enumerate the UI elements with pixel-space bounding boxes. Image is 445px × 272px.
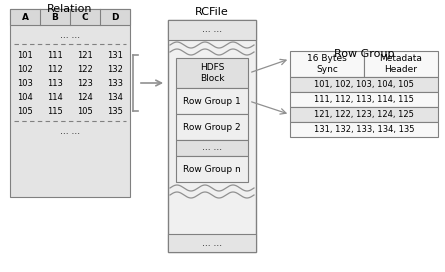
Text: 111, 112, 113, 114, 115: 111, 112, 113, 114, 115 xyxy=(314,95,414,104)
Text: ... ...: ... ... xyxy=(202,144,222,153)
Text: D: D xyxy=(111,13,119,21)
FancyBboxPatch shape xyxy=(290,77,438,92)
FancyBboxPatch shape xyxy=(176,58,248,88)
FancyBboxPatch shape xyxy=(168,20,256,252)
Text: Row Group n: Row Group n xyxy=(183,165,241,174)
FancyBboxPatch shape xyxy=(290,51,364,77)
Text: 104: 104 xyxy=(17,92,33,101)
Text: 133: 133 xyxy=(107,79,123,88)
Text: 105: 105 xyxy=(77,107,93,116)
Text: B: B xyxy=(52,13,58,21)
Text: ... ...: ... ... xyxy=(60,126,80,135)
Text: 103: 103 xyxy=(17,79,33,88)
FancyBboxPatch shape xyxy=(176,88,248,114)
Text: HDFS
Block: HDFS Block xyxy=(200,63,224,83)
Text: RCFile: RCFile xyxy=(195,7,229,17)
Text: 135: 135 xyxy=(107,107,123,116)
Text: 131: 131 xyxy=(107,51,123,60)
Text: 122: 122 xyxy=(77,64,93,73)
Text: 111: 111 xyxy=(47,51,63,60)
Text: 132: 132 xyxy=(107,64,123,73)
Text: Row Group: Row Group xyxy=(334,49,394,59)
Text: 115: 115 xyxy=(47,107,63,116)
Text: 114: 114 xyxy=(47,92,63,101)
Text: 16 Bytes
Sync: 16 Bytes Sync xyxy=(307,54,347,74)
Text: ... ...: ... ... xyxy=(202,239,222,248)
Text: 121: 121 xyxy=(77,51,93,60)
FancyBboxPatch shape xyxy=(176,140,248,156)
Text: Metadata
Header: Metadata Header xyxy=(380,54,422,74)
FancyBboxPatch shape xyxy=(290,92,438,107)
Text: 121, 122, 123, 124, 125: 121, 122, 123, 124, 125 xyxy=(314,110,414,119)
FancyBboxPatch shape xyxy=(168,20,256,40)
Text: ... ...: ... ... xyxy=(202,26,222,35)
FancyBboxPatch shape xyxy=(290,107,438,122)
FancyBboxPatch shape xyxy=(176,114,248,140)
Text: Relation: Relation xyxy=(47,4,93,14)
Text: ... ...: ... ... xyxy=(60,32,80,41)
Text: 113: 113 xyxy=(47,79,63,88)
Text: C: C xyxy=(82,13,88,21)
Text: 102: 102 xyxy=(17,64,33,73)
Text: 131, 132, 133, 134, 135: 131, 132, 133, 134, 135 xyxy=(314,125,414,134)
Text: Row Group 2: Row Group 2 xyxy=(183,122,241,131)
Text: A: A xyxy=(21,13,28,21)
FancyBboxPatch shape xyxy=(10,9,130,25)
Text: 123: 123 xyxy=(77,79,93,88)
FancyBboxPatch shape xyxy=(176,156,248,182)
Text: 112: 112 xyxy=(47,64,63,73)
Text: 101, 102, 103, 104, 105: 101, 102, 103, 104, 105 xyxy=(314,80,414,89)
Text: Row Group 1: Row Group 1 xyxy=(183,97,241,106)
Text: 101: 101 xyxy=(17,51,33,60)
Text: 105: 105 xyxy=(17,107,33,116)
FancyBboxPatch shape xyxy=(168,234,256,252)
FancyBboxPatch shape xyxy=(10,9,130,197)
Text: 124: 124 xyxy=(77,92,93,101)
Text: 134: 134 xyxy=(107,92,123,101)
FancyBboxPatch shape xyxy=(364,51,438,77)
FancyBboxPatch shape xyxy=(290,122,438,137)
